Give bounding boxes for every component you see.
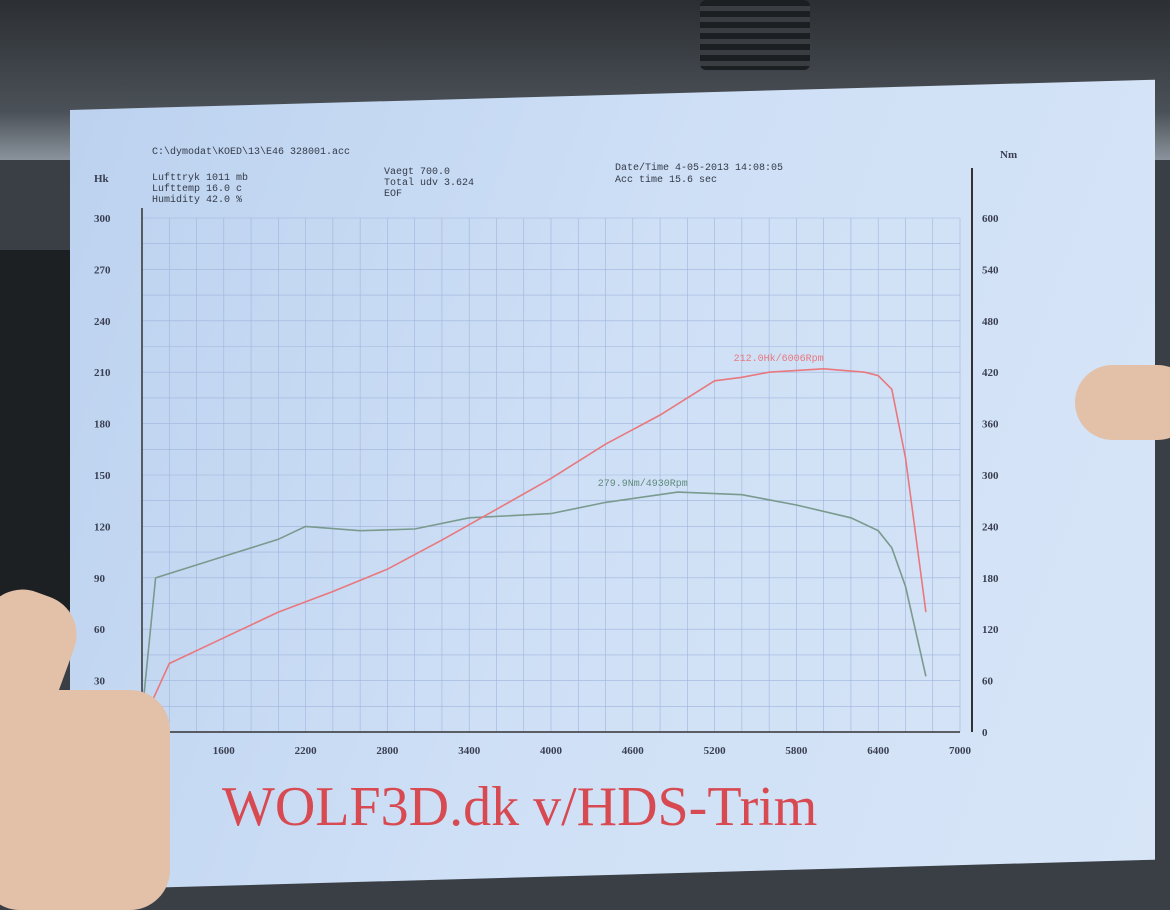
grid bbox=[141, 168, 973, 733]
y-right-tick-label: 300 bbox=[982, 470, 999, 482]
y-right-tick-label: 120 bbox=[982, 624, 999, 636]
air-vent bbox=[700, 0, 810, 70]
lufttryk: Lufttryk 1011 mb bbox=[152, 172, 248, 184]
y-right-tick-label: 180 bbox=[982, 573, 999, 585]
y-left-tick-label: 180 bbox=[94, 419, 111, 431]
file-path: C:\dymodat\KOED\13\E46 328001.acc bbox=[152, 146, 350, 158]
datetime: Date/Time 4-05-2013 14:08:05 bbox=[615, 162, 783, 174]
y-left-tick-label: 120 bbox=[94, 521, 111, 533]
x-tick-label: 4000 bbox=[540, 745, 563, 757]
x-tick-label: 3400 bbox=[458, 745, 481, 757]
torque-curve bbox=[141, 491, 927, 715]
dyno-chart: C:\dymodat\KOED\13\E46 328001.acc Lufttr… bbox=[94, 146, 1017, 838]
power-peak-label: 212.0Hk/6006Rpm bbox=[734, 353, 824, 365]
y-left-tick-label: 90 bbox=[94, 573, 106, 585]
y-left-tick-label: 270 bbox=[94, 264, 111, 276]
brand-text: WOLF3D.dk v/HDS-Trim bbox=[222, 776, 817, 838]
y-left-tick-label: 60 bbox=[94, 624, 106, 636]
hand bbox=[0, 690, 170, 910]
left-axis-label: Hk bbox=[94, 173, 110, 185]
torque-peak-label: 279.9Nm/4930Rpm bbox=[598, 478, 688, 490]
x-tick-label: 5200 bbox=[704, 745, 727, 757]
humidity: Humidity 42.0 % bbox=[152, 194, 242, 206]
eof: EOF bbox=[384, 189, 402, 200]
right-axis-label: Nm bbox=[1000, 149, 1017, 161]
lufttemp: Lufttemp 16.0 c bbox=[152, 183, 242, 195]
total-udv: Total udv 3.624 bbox=[384, 177, 474, 189]
vaegt: Vaegt 700.0 bbox=[384, 167, 450, 178]
x-tick-label: 1600 bbox=[213, 745, 236, 757]
x-tick-label: 4600 bbox=[622, 745, 645, 757]
y-right-tick-label: 420 bbox=[982, 367, 999, 379]
y-right-tick-label: 0 bbox=[982, 727, 988, 739]
x-tick-label: 5800 bbox=[785, 745, 808, 757]
y-left-tick-label: 240 bbox=[94, 316, 111, 328]
y-left-tick-label: 300 bbox=[94, 213, 111, 225]
x-tick-label: 2200 bbox=[295, 745, 318, 757]
car-radio bbox=[0, 250, 70, 610]
finger-right bbox=[1075, 365, 1170, 440]
acc-time: Acc time 15.6 sec bbox=[615, 174, 717, 186]
y-right-tick-label: 360 bbox=[982, 419, 999, 431]
y-right-tick-label: 480 bbox=[982, 316, 999, 328]
y-right-tick-label: 240 bbox=[982, 521, 999, 533]
y-right-tick-label: 540 bbox=[982, 264, 999, 276]
y-left-tick-label: 210 bbox=[94, 367, 111, 379]
x-tick-label: 6400 bbox=[867, 745, 890, 757]
x-tick-label: 2800 bbox=[376, 745, 399, 757]
x-tick-label: 7000 bbox=[949, 745, 972, 757]
y-right-tick-label: 60 bbox=[982, 676, 994, 688]
y-left-tick-label: 150 bbox=[94, 470, 111, 482]
y-right-tick-label: 600 bbox=[982, 213, 999, 225]
y-left-tick-label: 30 bbox=[94, 676, 106, 688]
power-curve bbox=[141, 367, 927, 724]
